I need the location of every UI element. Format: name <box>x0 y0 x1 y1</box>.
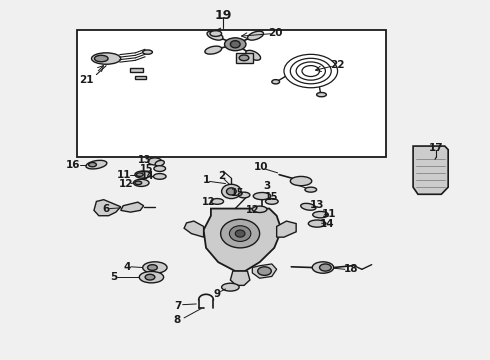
Polygon shape <box>121 202 144 212</box>
Ellipse shape <box>238 192 250 198</box>
Ellipse shape <box>246 50 261 60</box>
Text: 9: 9 <box>214 289 221 298</box>
Ellipse shape <box>239 55 249 61</box>
Ellipse shape <box>136 173 143 176</box>
Ellipse shape <box>95 55 108 62</box>
Ellipse shape <box>301 203 316 210</box>
Text: 21: 21 <box>79 75 94 85</box>
Ellipse shape <box>305 187 317 192</box>
Text: 8: 8 <box>173 315 180 325</box>
Ellipse shape <box>221 184 241 199</box>
Ellipse shape <box>252 206 267 212</box>
Ellipse shape <box>148 158 162 165</box>
Ellipse shape <box>290 176 312 186</box>
Text: 15: 15 <box>231 188 245 198</box>
Ellipse shape <box>205 46 221 54</box>
Ellipse shape <box>272 80 280 84</box>
Ellipse shape <box>221 283 239 291</box>
Ellipse shape <box>211 199 223 204</box>
Ellipse shape <box>266 199 278 204</box>
Text: 12: 12 <box>202 197 215 207</box>
Bar <box>77 30 386 157</box>
Text: 15: 15 <box>141 163 154 174</box>
Text: 10: 10 <box>254 162 269 172</box>
Bar <box>129 68 143 72</box>
Text: 12: 12 <box>245 205 259 215</box>
Text: 6: 6 <box>102 203 110 213</box>
Polygon shape <box>203 208 282 271</box>
Polygon shape <box>252 264 277 278</box>
Ellipse shape <box>89 162 97 167</box>
Text: 18: 18 <box>344 264 359 274</box>
Ellipse shape <box>207 31 223 40</box>
Text: 17: 17 <box>429 143 444 153</box>
Text: 1: 1 <box>202 175 210 185</box>
Text: 11: 11 <box>321 209 336 219</box>
Ellipse shape <box>147 265 157 270</box>
Ellipse shape <box>145 274 155 280</box>
Ellipse shape <box>133 179 149 186</box>
Ellipse shape <box>135 171 150 178</box>
Ellipse shape <box>235 230 245 237</box>
Ellipse shape <box>253 193 271 200</box>
Ellipse shape <box>312 262 334 273</box>
Bar <box>236 53 253 63</box>
Polygon shape <box>184 221 203 237</box>
Ellipse shape <box>139 271 164 283</box>
Ellipse shape <box>155 161 164 166</box>
Text: 13: 13 <box>138 156 151 165</box>
Text: 3: 3 <box>263 181 270 191</box>
Text: 2: 2 <box>218 171 225 181</box>
Polygon shape <box>277 221 296 237</box>
Ellipse shape <box>319 264 331 271</box>
Polygon shape <box>413 146 448 194</box>
Ellipse shape <box>153 174 166 179</box>
Ellipse shape <box>135 181 142 185</box>
Ellipse shape <box>220 219 260 248</box>
Polygon shape <box>94 200 121 216</box>
Polygon shape <box>230 271 250 285</box>
Text: 16: 16 <box>66 159 81 170</box>
Text: 22: 22 <box>330 60 345 70</box>
Text: 19: 19 <box>215 9 232 22</box>
Text: 5: 5 <box>110 272 117 282</box>
Ellipse shape <box>317 93 326 97</box>
Ellipse shape <box>224 38 246 51</box>
Text: 4: 4 <box>123 262 131 272</box>
Text: 12: 12 <box>119 179 133 189</box>
Text: 15: 15 <box>265 192 278 202</box>
Ellipse shape <box>210 31 221 36</box>
Ellipse shape <box>143 50 152 54</box>
Ellipse shape <box>154 166 166 171</box>
Ellipse shape <box>230 41 240 48</box>
Ellipse shape <box>229 226 251 242</box>
Ellipse shape <box>226 188 236 195</box>
Ellipse shape <box>143 262 167 273</box>
Ellipse shape <box>247 31 264 40</box>
Text: 14: 14 <box>319 219 334 229</box>
Text: 7: 7 <box>174 301 182 311</box>
Text: 11: 11 <box>117 170 131 180</box>
Text: 14: 14 <box>141 171 155 181</box>
Text: 20: 20 <box>269 28 283 38</box>
Text: 13: 13 <box>310 200 324 210</box>
Ellipse shape <box>92 53 121 64</box>
Ellipse shape <box>308 220 326 227</box>
Ellipse shape <box>313 211 328 218</box>
Ellipse shape <box>258 267 271 275</box>
Bar <box>135 76 146 79</box>
Ellipse shape <box>86 160 107 169</box>
